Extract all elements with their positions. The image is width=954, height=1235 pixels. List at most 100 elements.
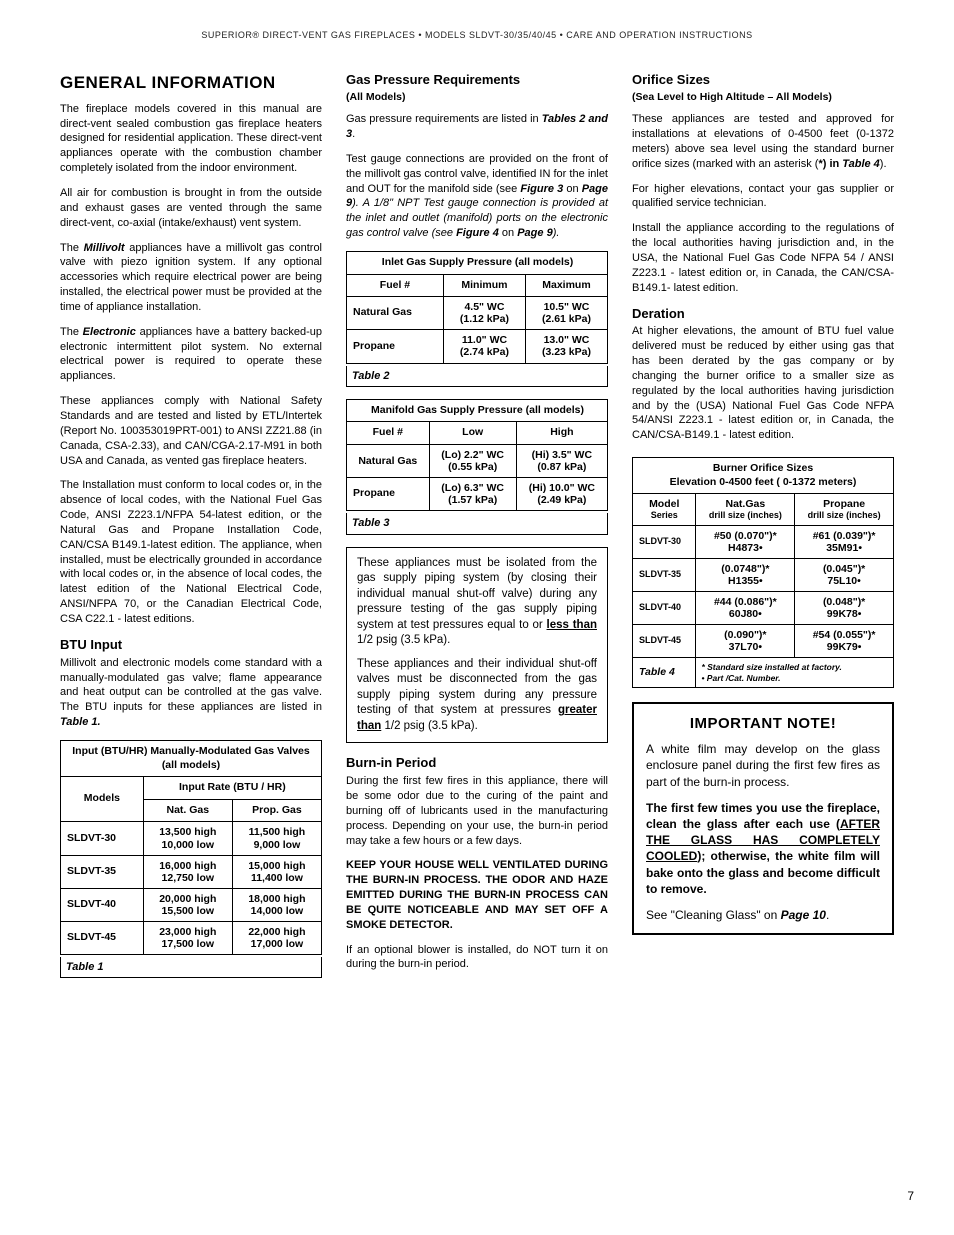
table-4-caption: Table 4 [633,658,696,687]
para: Gas pressure requirements are listed in … [346,112,608,142]
td: 15,000 high 11,400 low [232,855,321,888]
th-nat: Nat. Gas [143,799,232,822]
para: All air for combustion is brought in fro… [60,186,322,231]
para: If an optional blower is installed, do N… [346,943,608,973]
para: The fireplace models covered in this man… [60,102,322,176]
para: The first few times you use the fireplac… [646,800,880,897]
column-1: GENERAL INFORMATION The fireplace models… [60,72,322,991]
td: SLDVT-40 [61,888,144,921]
table-4-notes: * Standard size installed at factory. • … [696,658,894,687]
th: Fuel # [347,422,430,445]
table-title: Burner Orifice Sizes Elevation 0-4500 fe… [633,458,894,494]
para: These appliances comply with National Sa… [60,394,322,468]
td: 20,000 high 15,500 low [143,888,232,921]
para: At higher elevations, the amount of BTU … [632,324,894,443]
td: 23,000 high 17,500 low [143,921,232,954]
table-4: Burner Orifice Sizes Elevation 0-4500 fe… [632,457,894,688]
page-number: 7 [907,1189,914,1205]
table-title: Input (BTU/HR) Manually-Modulated Gas Va… [61,740,322,776]
para: Millivolt and electronic models come sta… [60,656,322,730]
td: (0.045")* 75L10• [795,558,894,591]
para: These appliances must be isolated from t… [357,556,597,649]
td: 4.5" WC (1.12 kPa) [443,297,525,330]
td: (Lo) 2.2" WC (0.55 kPa) [429,445,516,478]
column-2: Gas Pressure Requirements (All Models) G… [346,72,608,991]
td: 10.5" WC (2.61 kPa) [525,297,607,330]
para: A white film may develop on the glass en… [646,741,880,790]
th-models: Models [61,777,144,822]
subtitle: (All Models) [346,91,608,105]
td: #54 (0.055")* 99K79• [795,625,894,658]
h2-gas-pressure: Gas Pressure Requirements [346,72,608,89]
td: #61 (0.039")* 35M91• [795,525,894,558]
td: SLDVT-45 [633,625,696,658]
td: (0.048")* 99K78• [795,592,894,625]
subtitle: (Sea Level to High Altitude – All Models… [632,91,894,105]
td: Natural Gas [347,445,430,478]
th: Propanedrill size (inches) [795,494,894,525]
table-3-caption: Table 3 [346,513,608,534]
td: SLDVT-45 [61,921,144,954]
td: SLDVT-35 [61,855,144,888]
isolation-note-box: These appliances must be isolated from t… [346,547,608,744]
para: Test gauge connections are provided on t… [346,152,608,241]
td: 18,000 high 14,000 low [232,888,321,921]
para-warning: KEEP YOUR HOUSE WELL VENTILATED DURING T… [346,858,608,932]
th: Minimum [443,274,525,297]
h2-orifice: Orifice Sizes [632,72,894,89]
td: Natural Gas [347,297,444,330]
td: (Lo) 6.3" WC (1.57 kPa) [429,478,516,511]
th: Maximum [525,274,607,297]
important-note-box: IMPORTANT NOTE! A white film may develop… [632,702,894,935]
table-title: Inlet Gas Supply Pressure (all models) [347,251,608,274]
para: The Installation must conform to local c… [60,478,322,626]
td: 13.0" WC (3.23 kPa) [525,330,607,363]
td: #50 (0.070")* H4873• [696,525,795,558]
th-rate: Input Rate (BTU / HR) [143,777,321,800]
td: (0.090")* 37L70• [696,625,795,658]
td: Propane [347,330,444,363]
td: SLDVT-40 [633,592,696,625]
h2-burn-in: Burn-in Period [346,755,608,772]
td: 16,000 high 12,750 low [143,855,232,888]
td: 11.0" WC (2.74 kPa) [443,330,525,363]
para: For higher elevations, contact your gas … [632,182,894,212]
td: #44 (0.086")* 60J80• [696,592,795,625]
td: 11,500 high 9,000 low [232,822,321,855]
table-1: Input (BTU/HR) Manually-Modulated Gas Va… [60,740,322,955]
important-title: IMPORTANT NOTE! [646,714,880,734]
td: 13,500 high 10,000 low [143,822,232,855]
th: Low [429,422,516,445]
td: SLDVT-30 [61,822,144,855]
td: Propane [347,478,430,511]
h1-general-info: GENERAL INFORMATION [60,72,322,94]
td: SLDVT-35 [633,558,696,591]
table-3: Manifold Gas Supply Pressure (all models… [346,399,608,512]
td: (Hi) 3.5" WC (0.87 kPa) [516,445,607,478]
td: (Hi) 10.0" WC (2.49 kPa) [516,478,607,511]
th-prop: Prop. Gas [232,799,321,822]
h2-deration: Deration [632,306,894,323]
th: Nat.Gasdrill size (inches) [696,494,795,525]
th: Fuel # [347,274,444,297]
column-3: Orifice Sizes (Sea Level to High Altitud… [632,72,894,991]
para: These appliances are tested and approved… [632,112,894,171]
th: High [516,422,607,445]
para: The Millivolt appliances have a millivol… [60,241,322,315]
td: (0.0748")* H1355• [696,558,795,591]
para: Install the appliance according to the r… [632,221,894,295]
td: SLDVT-30 [633,525,696,558]
para: During the first few fires in this appli… [346,774,608,848]
h2-btu-input: BTU Input [60,637,322,654]
table-1-caption: Table 1 [60,957,322,978]
running-header: SUPERIOR® DIRECT-VENT GAS FIREPLACES • M… [60,30,894,42]
th: ModelSeries [633,494,696,525]
table-2-caption: Table 2 [346,366,608,387]
td: 22,000 high 17,000 low [232,921,321,954]
page-columns: GENERAL INFORMATION The fireplace models… [60,72,894,991]
table-2: Inlet Gas Supply Pressure (all models) F… [346,251,608,364]
para: See "Cleaning Glass" on Page 10. [646,907,880,923]
para: These appliances and their individual sh… [357,657,597,735]
table-title: Manifold Gas Supply Pressure (all models… [347,399,608,422]
para: The Electronic appliances have a battery… [60,325,322,384]
